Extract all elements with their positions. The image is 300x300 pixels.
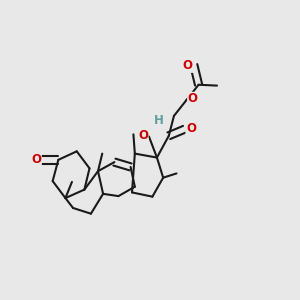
Text: O: O <box>188 92 198 105</box>
Text: H: H <box>154 114 164 127</box>
Text: O: O <box>31 153 41 166</box>
Text: O: O <box>138 129 148 142</box>
Text: O: O <box>183 59 193 72</box>
Text: O: O <box>186 122 196 135</box>
